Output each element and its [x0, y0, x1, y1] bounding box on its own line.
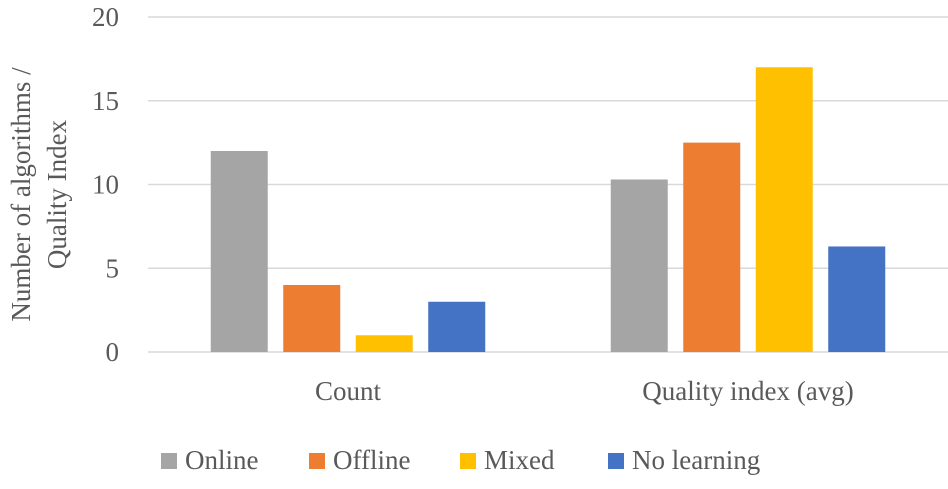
bar-mixed-2	[755, 67, 813, 352]
legend-swatch	[608, 453, 624, 469]
legend-swatch	[309, 453, 325, 469]
bar-no-learning-1	[428, 301, 486, 352]
legend-label: Mixed	[484, 445, 555, 475]
bar-online-2	[610, 179, 668, 352]
bar-mixed-1	[355, 335, 413, 352]
bar-offline-1	[283, 285, 341, 352]
gridlines	[148, 16, 948, 353]
bar-offline-2	[683, 142, 741, 352]
y-tick-label: 15	[92, 86, 119, 116]
bars	[210, 67, 886, 352]
legend-label: Online	[185, 445, 259, 475]
legend-swatch	[460, 453, 476, 469]
legend-label: Offline	[333, 445, 410, 475]
y-tick-label: 20	[92, 2, 119, 32]
category-label: Quality index (avg)	[642, 376, 853, 406]
y-axis-title-line-2: Quality Index	[42, 119, 72, 269]
legend-label: No learning	[632, 445, 760, 475]
bar-no-learning-2	[828, 246, 886, 352]
legend: Online Offline Mixed No learning	[161, 445, 760, 475]
category-labels: Count Quality index (avg)	[315, 376, 854, 406]
bar-online-1	[210, 151, 268, 352]
y-axis-title-line-1: Number of algorithms /	[6, 67, 36, 322]
category-label: Count	[315, 376, 382, 406]
y-tick-label: 10	[92, 170, 119, 200]
y-tick-label: 5	[106, 253, 120, 283]
y-tick-labels: 0 5 10 15 20	[92, 2, 119, 367]
legend-swatch	[161, 453, 177, 469]
y-tick-label: 0	[106, 337, 120, 367]
